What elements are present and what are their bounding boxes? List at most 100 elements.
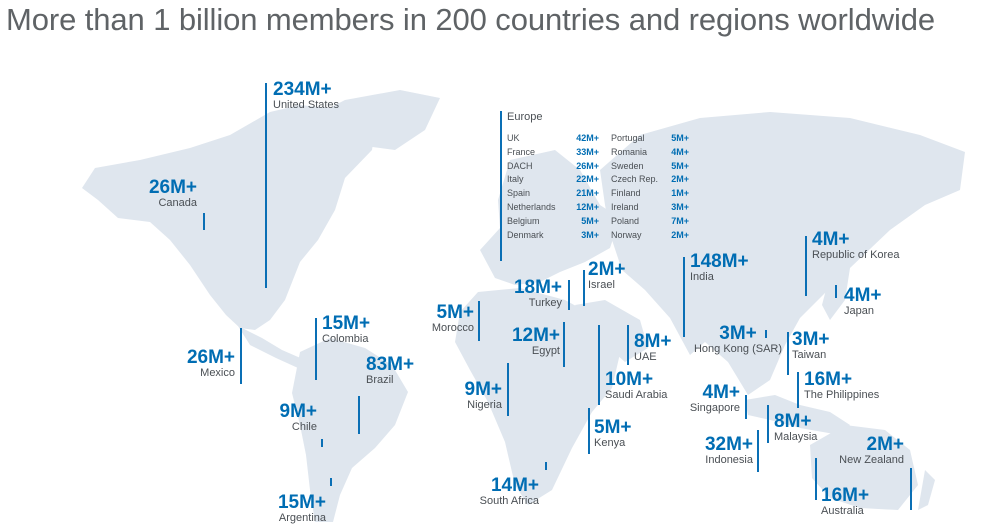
europe-value: 12M+: [576, 201, 599, 212]
value-saudi-arabia: 10M+: [605, 369, 654, 390]
europe-country: Romania: [611, 146, 648, 157]
land-arabia: [575, 300, 648, 362]
value-canada: 26M+: [148, 177, 197, 198]
stat-malaysia: 8M+ Malaysia: [774, 412, 817, 443]
stat-taiwan: 3M+ Taiwan: [792, 330, 830, 361]
label-korea: Republic of Korea: [812, 249, 900, 261]
label-turkey: Turkey: [528, 297, 562, 309]
line-malaysia: [767, 405, 769, 443]
value-israel: 2M+: [588, 259, 626, 280]
line-hong-kong: [765, 330, 767, 338]
stat-indonesia: 32M+ Indonesia: [705, 435, 753, 466]
label-mexico: Mexico: [200, 367, 235, 379]
label-japan: Japan: [844, 305, 874, 317]
label-hong-kong: Hong Kong (SAR): [693, 343, 783, 355]
line-mexico: [240, 328, 242, 384]
headline: More than 1 billion members in 200 count…: [6, 2, 936, 37]
value-colombia: 15M+: [322, 313, 371, 334]
line-turkey: [568, 280, 570, 310]
stat-kenya: 5M+ Kenya: [594, 418, 632, 449]
line-argentina: [330, 478, 332, 486]
value-morocco: 5M+: [436, 302, 475, 323]
line-brazil: [358, 396, 360, 434]
label-nigeria: Nigeria: [467, 399, 502, 411]
europe-country: Norway: [611, 229, 642, 240]
europe-country: Belgium: [507, 215, 540, 226]
label-argentina: Argentina: [278, 512, 326, 524]
europe-country: France: [507, 146, 536, 157]
europe-country: Czech Rep.: [611, 174, 659, 185]
europe-country: Netherlands: [507, 201, 556, 212]
europe-country: Sweden: [611, 160, 644, 171]
europe-row: Czech Rep. 2M+: [611, 174, 689, 188]
label-philippines: The Philippines: [804, 389, 880, 401]
value-uae: 8M+: [634, 331, 672, 352]
line-japan: [835, 285, 837, 298]
stat-morocco: 5M+ Morocco: [432, 303, 474, 334]
europe-row: Poland 7M+: [611, 216, 689, 230]
land-europe: [480, 150, 620, 285]
stat-brazil: 83M+ Brazil: [366, 355, 414, 386]
stat-saudi-arabia: 10M+ Saudi Arabia: [605, 370, 667, 401]
europe-value: 42M+: [576, 133, 599, 143]
line-korea: [805, 236, 807, 296]
land-africa: [455, 288, 622, 505]
value-egypt: 12M+: [511, 325, 560, 346]
stat-nigeria: 9M+ Nigeria: [465, 380, 503, 411]
europe-title: Europe: [507, 111, 543, 123]
label-saudi-arabia: Saudi Arabia: [605, 389, 668, 401]
value-united-states: 234M+: [273, 79, 332, 100]
label-taiwan: Taiwan: [792, 349, 827, 361]
stat-egypt: 12M+ Egypt: [512, 326, 560, 357]
europe-col-right: Portugal 5M+ Romania 4M+ Sweden 5M+ Czech R…: [611, 133, 689, 243]
line-israel: [583, 270, 585, 306]
line-morocco: [478, 301, 480, 341]
value-taiwan: 3M+: [792, 329, 830, 350]
europe-value: 3M+: [671, 201, 689, 212]
europe-value: 3M+: [581, 229, 599, 240]
label-india: India: [690, 271, 714, 283]
label-israel: Israel: [588, 279, 615, 291]
value-japan: 4M+: [844, 285, 882, 306]
value-turkey: 18M+: [513, 277, 562, 298]
land-central-america: [238, 326, 305, 368]
line-singapore: [745, 395, 747, 419]
stat-new-zealand: 2M+ New Zealand: [839, 435, 904, 466]
europe-value: 21M+: [576, 188, 599, 199]
land-new-zealand: [918, 470, 935, 510]
europe-country: Finland: [611, 188, 641, 199]
europe-row: DACH 26M+: [507, 161, 599, 175]
land-north-america: [82, 105, 375, 330]
label-brazil: Brazil: [366, 374, 394, 386]
label-singapore: Singapore: [689, 402, 740, 414]
europe-country: Spain: [507, 188, 531, 199]
europe-row: Ireland 3M+: [611, 202, 689, 216]
europe-value: 2M+: [671, 174, 689, 185]
stat-south-africa: 14M+ South Africa: [480, 476, 539, 507]
land-greenland: [310, 90, 440, 150]
line-saudi-arabia: [598, 325, 600, 405]
europe-row: France 33M+: [507, 147, 599, 161]
stat-mexico: 26M+ Mexico: [187, 348, 235, 379]
stat-uae: 8M+ UAE: [634, 332, 672, 363]
label-uae: UAE: [634, 351, 657, 363]
value-australia: 16M+: [821, 485, 870, 506]
line-south-africa: [545, 462, 547, 470]
europe-value: 5M+: [671, 133, 689, 143]
europe-country: DACH: [507, 160, 533, 171]
stat-colombia: 15M+ Colombia: [322, 314, 370, 345]
land-australia: [810, 425, 918, 510]
line-nigeria: [507, 363, 509, 416]
label-kenya: Kenya: [594, 437, 626, 449]
europe-row: UK 42M+: [507, 133, 599, 147]
label-new-zealand: New Zealand: [839, 454, 904, 466]
label-united-states: United States: [273, 99, 340, 111]
value-malaysia: 8M+: [774, 411, 812, 432]
value-brazil: 83M+: [366, 354, 415, 375]
line-taiwan: [787, 332, 789, 375]
europe-value: 5M+: [671, 160, 689, 171]
label-south-africa: South Africa: [479, 495, 539, 507]
land-asia: [600, 112, 965, 395]
europe-country: Italy: [507, 174, 524, 185]
europe-row: Romania 4M+: [611, 147, 689, 161]
